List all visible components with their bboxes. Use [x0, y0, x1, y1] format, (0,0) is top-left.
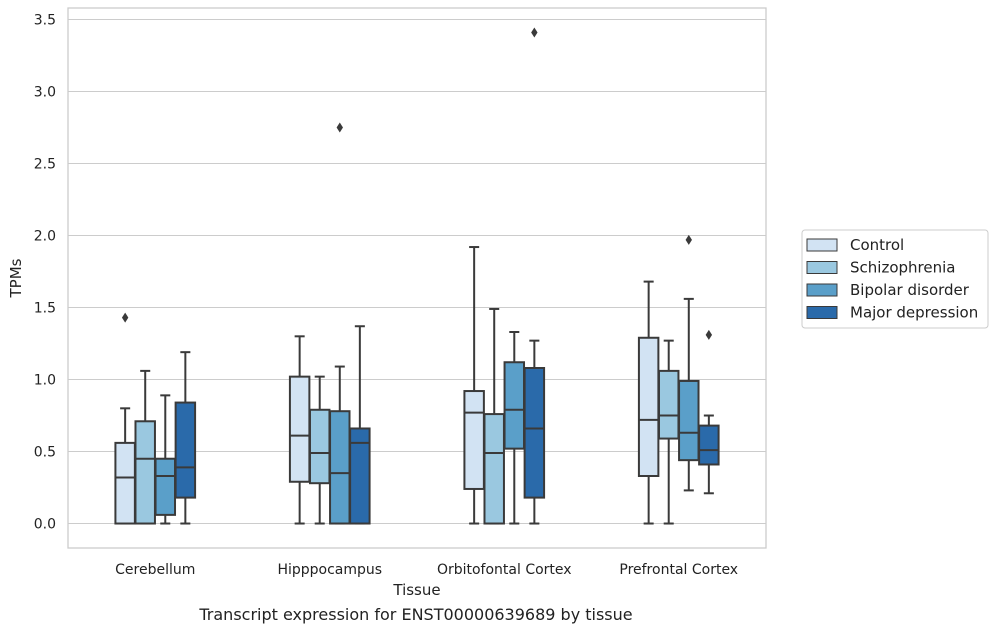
box-iqr	[637, 336, 660, 478]
legend-swatch	[806, 283, 838, 297]
x-axis-ticks: Cerebellum Hipppocampus Orbitofontal Corte…	[115, 562, 738, 578]
outlier-marker	[121, 312, 129, 323]
box-element	[349, 325, 371, 525]
legend-entry-label: Bipolar disorder	[850, 281, 970, 299]
box-element	[288, 335, 311, 525]
box-element	[698, 329, 720, 495]
box-iqr	[114, 441, 136, 525]
outlier-marker	[705, 329, 713, 340]
box-iqr	[503, 361, 526, 450]
figure-caption: Transcript expression for ENST0000063968…	[199, 605, 633, 624]
x-tick-label: Prefrontal Cortex	[619, 562, 738, 578]
box-element	[114, 312, 136, 525]
box-element	[174, 351, 197, 525]
y-tick-label: 0.5	[34, 445, 56, 461]
x-axis-label: Tissue	[392, 581, 440, 599]
y-tick-label: 1.0	[34, 373, 56, 389]
gridlines	[68, 19, 766, 525]
box-element	[523, 27, 546, 525]
y-axis-ticks: 0.0 0.5 1.0 1.5 2.0 2.5 3.0 3.5	[34, 13, 56, 533]
y-tick-label: 3.5	[34, 13, 56, 29]
legend-entry-label: Control	[850, 236, 904, 254]
box-element	[678, 234, 700, 492]
plot-frame	[67, 7, 767, 549]
box-iqr	[523, 367, 546, 499]
box-element	[483, 307, 505, 525]
box-iqr	[154, 457, 177, 516]
legend-entry-label: Schizophrenia	[850, 259, 955, 277]
outlier-marker	[336, 122, 343, 133]
plot-area	[114, 27, 720, 525]
box-element	[637, 280, 660, 525]
box-iqr	[308, 408, 331, 485]
box-element	[503, 331, 526, 525]
legend-entry-label: Major depression	[850, 304, 978, 322]
box-iqr	[463, 390, 485, 490]
outlier-marker	[531, 27, 538, 38]
box-iqr	[698, 424, 720, 466]
legend-swatch	[806, 261, 838, 274]
box-element	[154, 394, 177, 525]
box-element	[329, 122, 351, 525]
x-tick-label: Orbitofontal Cortex	[437, 562, 572, 578]
x-tick-label: Cerebellum	[115, 562, 195, 578]
legend: Control Schizophrenia Bipolar disorder Majo…	[801, 229, 989, 329]
box-element	[134, 369, 156, 525]
box-element	[657, 339, 680, 525]
outlier-marker	[685, 234, 692, 245]
y-tick-label: 2.5	[34, 157, 56, 173]
legend-swatch	[806, 238, 838, 252]
y-tick-label: 2.0	[34, 229, 56, 245]
legend-swatch	[806, 306, 838, 319]
box-iqr	[288, 375, 311, 483]
x-tick-label: Hipppocampus	[277, 562, 382, 578]
box-iqr	[134, 420, 156, 525]
box-iqr	[678, 379, 700, 462]
box-element	[463, 246, 485, 525]
box-iqr	[657, 369, 680, 440]
box-iqr	[483, 413, 505, 525]
legend-box	[801, 229, 989, 329]
box-element	[308, 375, 331, 525]
y-tick-label: 3.0	[34, 85, 56, 101]
box-iqr	[174, 401, 197, 499]
y-tick-label: 1.5	[34, 301, 56, 317]
y-axis-label: TPMs	[7, 258, 25, 298]
y-tick-label: 0.0	[34, 517, 56, 533]
box-iqr	[349, 427, 371, 525]
box-iqr	[329, 410, 351, 525]
